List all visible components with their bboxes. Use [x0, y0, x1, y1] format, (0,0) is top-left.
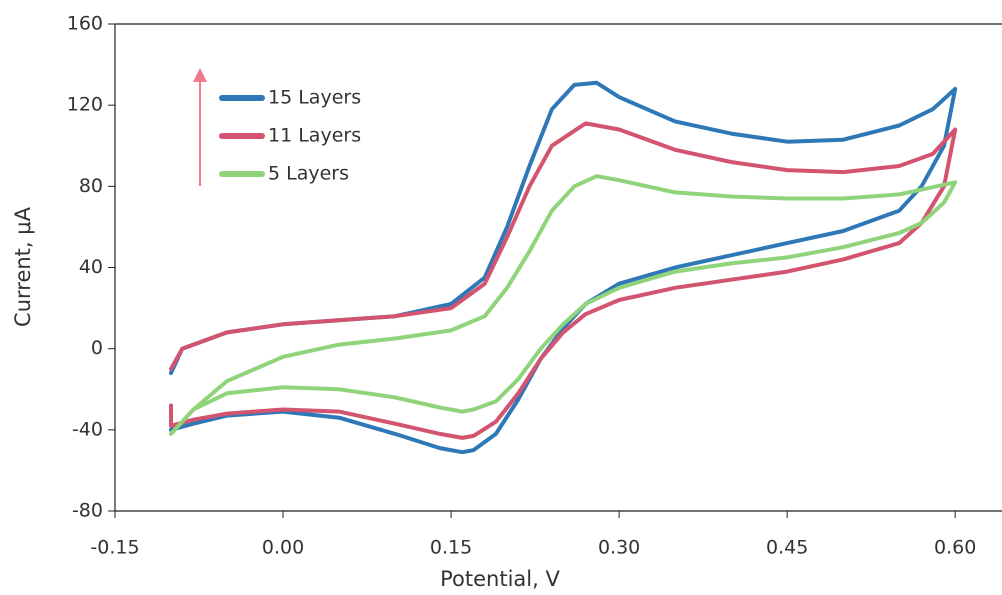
legend-label: 5 Layers: [268, 163, 349, 185]
x-tick-label: 0.00: [262, 537, 304, 559]
y-tick-label: -80: [72, 500, 103, 522]
x-axis-title: Potential, V: [440, 567, 560, 591]
x-tick-label: 0.45: [766, 537, 808, 559]
x-tick-label: 0.30: [598, 537, 640, 559]
series-line: [169, 80, 958, 455]
y-axis-title: Current, μA: [11, 206, 35, 327]
trend-arrow-head: [193, 68, 207, 82]
y-tick-label: 120: [67, 94, 103, 116]
series-line: [169, 121, 958, 440]
series-line: [169, 174, 958, 436]
y-tick-label: -40: [72, 418, 103, 440]
x-tick-label: 0.15: [430, 537, 472, 559]
legend-label: 11 Layers: [268, 125, 361, 147]
y-tick-label: 0: [91, 337, 103, 359]
x-tick-label: 0.60: [934, 537, 976, 559]
y-tick-label: 40: [79, 256, 103, 278]
y-tick-label: 160: [67, 13, 103, 35]
legend-label: 15 Layers: [268, 87, 361, 109]
y-tick-label: 80: [79, 175, 103, 197]
x-tick-label: -0.15: [90, 537, 139, 559]
